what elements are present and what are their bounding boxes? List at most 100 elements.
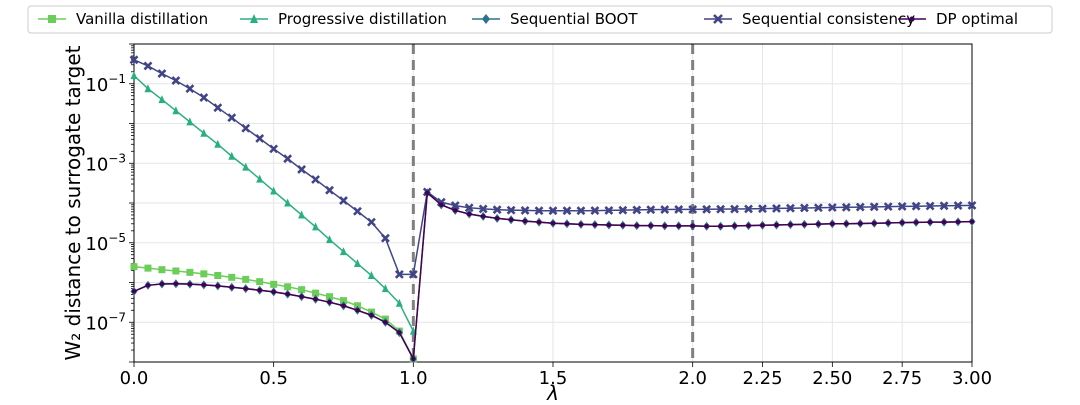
data-point — [283, 154, 293, 164]
data-point — [144, 84, 152, 93]
data-point — [662, 223, 668, 229]
data-point — [618, 205, 628, 215]
legend-item: DP optimal — [898, 10, 1018, 28]
data-point — [285, 291, 290, 297]
legend-item: Progressive distillation — [240, 10, 447, 28]
data-point — [228, 273, 236, 281]
data-point — [438, 202, 444, 208]
data-point — [871, 220, 877, 226]
data-point — [186, 117, 194, 126]
data-point — [885, 220, 891, 226]
x-tick-label: 2.0 — [678, 368, 707, 389]
data-point — [269, 144, 279, 154]
data-point — [186, 268, 194, 276]
data-point — [157, 69, 167, 79]
data-point — [298, 286, 306, 294]
data-point — [214, 139, 222, 148]
data-point — [674, 204, 684, 214]
data-point — [228, 151, 236, 160]
data-point — [200, 270, 208, 278]
data-point — [158, 95, 166, 104]
data-point — [159, 281, 165, 287]
data-point — [143, 61, 153, 71]
data-point — [255, 134, 265, 143]
data-point — [369, 312, 374, 318]
data-point — [690, 223, 695, 229]
data-point — [213, 103, 223, 113]
data-point — [788, 222, 793, 227]
y-tick-label: 10−1 — [85, 72, 126, 96]
data-point — [494, 216, 500, 221]
data-point — [299, 294, 304, 299]
data-point — [172, 267, 180, 275]
data-point — [340, 297, 347, 305]
data-point — [744, 204, 753, 214]
data-point — [857, 221, 863, 226]
data-point — [129, 55, 139, 65]
data-point — [452, 208, 458, 213]
data-point — [536, 219, 542, 225]
legend-label: Progressive distillation — [278, 10, 447, 28]
data-point — [353, 259, 361, 268]
data-point — [844, 221, 849, 227]
data-point — [520, 206, 530, 215]
data-point — [130, 71, 138, 80]
series-sequential-consistency — [129, 55, 977, 279]
data-point — [562, 206, 572, 216]
data-point — [201, 282, 207, 288]
data-point — [480, 214, 486, 219]
x-tick-label: 0.0 — [120, 368, 149, 389]
legend-label: DP optimal — [936, 10, 1018, 28]
data-point — [408, 269, 418, 279]
data-point — [257, 287, 262, 293]
legend: Vanilla distillation Progressive distilla… — [27, 5, 1053, 34]
data-point — [381, 284, 389, 293]
data-point — [284, 283, 292, 291]
data-point — [298, 210, 306, 219]
data-point — [227, 113, 237, 123]
series-progressive-distillation — [130, 71, 417, 335]
data-point — [492, 205, 502, 215]
data-point — [242, 162, 250, 171]
grid — [133, 43, 973, 363]
legend-box — [27, 5, 1053, 34]
data-point — [284, 198, 292, 207]
data-point — [648, 223, 654, 228]
data-point — [158, 266, 166, 274]
data-point — [760, 223, 765, 228]
data-point — [411, 356, 416, 362]
x-tick-label: 2.75 — [882, 368, 922, 389]
data-point — [746, 223, 751, 228]
data-point — [578, 222, 584, 227]
data-point — [229, 284, 235, 290]
data-point — [478, 204, 488, 214]
data-point — [200, 128, 208, 137]
data-point — [604, 206, 614, 215]
data-point — [270, 280, 278, 288]
data-point — [172, 106, 180, 115]
data-point — [508, 217, 514, 222]
data-point — [548, 206, 558, 216]
data-point — [716, 204, 726, 214]
data-point — [522, 218, 528, 224]
data-point — [955, 219, 961, 225]
data-point — [702, 204, 712, 214]
data-point — [355, 308, 360, 313]
data-point — [436, 197, 446, 207]
data-point — [326, 293, 334, 301]
data-point — [869, 202, 879, 212]
data-point — [311, 175, 320, 184]
data-point — [312, 222, 320, 231]
data-point — [394, 269, 404, 279]
data-point — [353, 302, 361, 310]
data-point — [802, 222, 807, 227]
data-point — [772, 204, 781, 213]
x-tick-label: 1.5 — [539, 368, 568, 389]
data-point — [395, 298, 403, 307]
legend-label: Sequential consistency — [742, 10, 915, 28]
data-point — [313, 296, 318, 302]
x-tick-label: 2.25 — [742, 368, 782, 389]
data-point — [688, 204, 698, 214]
x-tick-label: 2.50 — [812, 368, 852, 389]
